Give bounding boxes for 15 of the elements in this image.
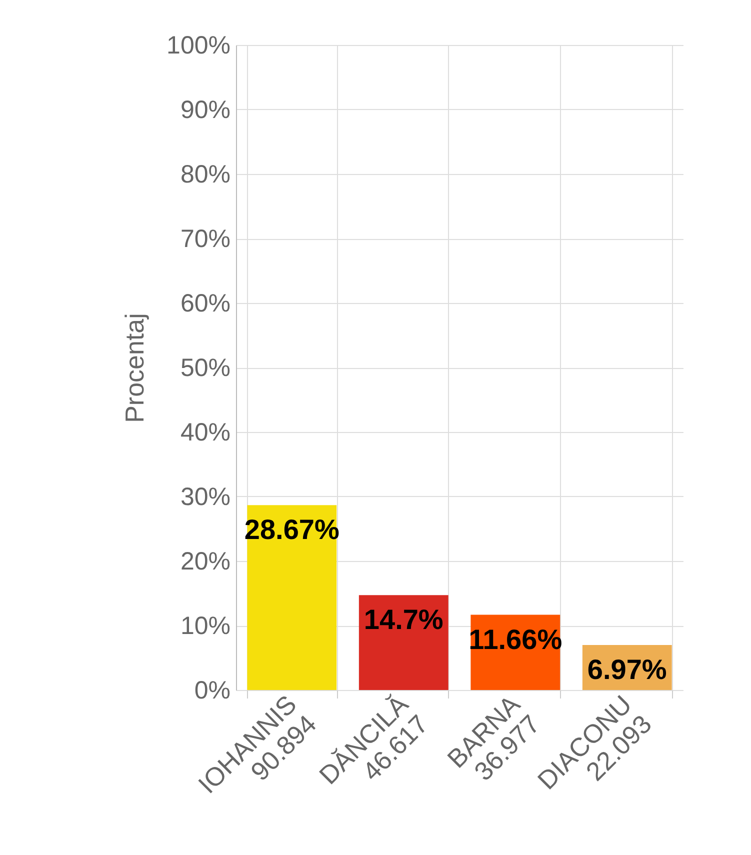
y-tick-label: 20%	[180, 548, 230, 576]
y-tick-label: 70%	[180, 225, 230, 253]
y-tick-label: 80%	[180, 160, 230, 188]
y-axis-title: Procentaj	[120, 313, 150, 423]
y-tick-label: 30%	[180, 483, 230, 511]
y-tick-label: 90%	[180, 96, 230, 124]
bar	[358, 595, 448, 690]
y-tick-label: 100%	[166, 32, 230, 60]
y-tick-label: 0%	[194, 676, 230, 704]
y-tick-label: 10%	[180, 612, 230, 640]
y-tick-label: 50%	[180, 354, 230, 382]
data-label: 14.7%	[364, 604, 444, 636]
y-tick-label: 60%	[180, 290, 230, 318]
y-tick-label: 40%	[180, 418, 230, 446]
data-label: 6.97%	[587, 654, 667, 686]
